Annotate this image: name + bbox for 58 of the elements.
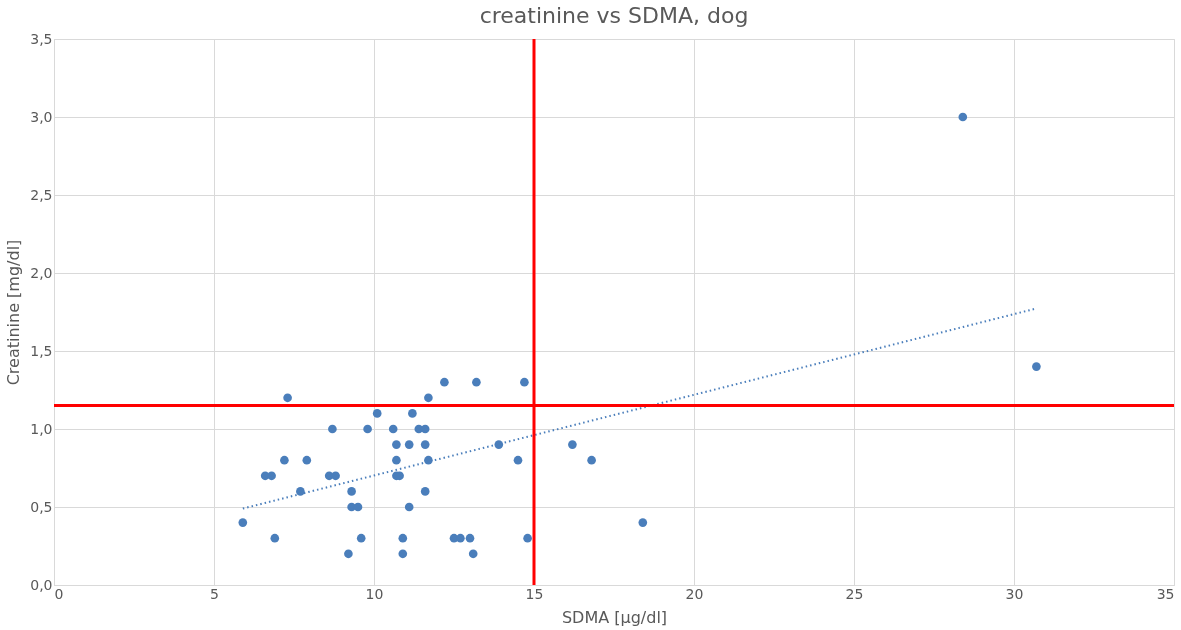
- x-tick-label: 15: [525, 585, 544, 602]
- y-axis-title: Creatinine [mg/dl]: [4, 239, 24, 386]
- y-tick-label: 2,5: [30, 186, 53, 203]
- point: [392, 455, 401, 465]
- point: [420, 487, 430, 496]
- point: [356, 533, 366, 543]
- point: [424, 393, 433, 403]
- point: [267, 471, 276, 481]
- point: [280, 455, 289, 465]
- x-tick-label: 5: [210, 585, 219, 602]
- point: [392, 440, 401, 449]
- point: [440, 377, 449, 387]
- point: [347, 487, 356, 496]
- point: [494, 440, 504, 449]
- point: [408, 409, 417, 418]
- x-tick-label: 25: [845, 585, 864, 602]
- y-tick-label: 3,5: [30, 30, 53, 47]
- y-tick-label: 0,5: [30, 498, 53, 515]
- point: [456, 533, 465, 543]
- point: [328, 424, 337, 434]
- point: [344, 549, 353, 559]
- y-tick-label: 1,5: [30, 342, 53, 359]
- point: [363, 424, 372, 434]
- point: [296, 487, 305, 496]
- point: [638, 518, 648, 527]
- point: [420, 440, 430, 449]
- point: [302, 455, 312, 465]
- point: [568, 440, 577, 449]
- y-tick-label: 2,0: [30, 264, 53, 281]
- point: [520, 377, 529, 387]
- point: [404, 502, 414, 512]
- point: [270, 533, 280, 543]
- y-tick-label: 1,0: [30, 420, 53, 437]
- point: [398, 549, 408, 559]
- x-tick-label: 20: [685, 585, 704, 602]
- x-tick-label: 10: [365, 585, 384, 602]
- point: [587, 455, 596, 465]
- point: [468, 549, 478, 559]
- point: [465, 533, 475, 543]
- point: [238, 518, 248, 527]
- point: [283, 393, 292, 403]
- point: [388, 424, 398, 434]
- x-tick-label: 30: [1005, 585, 1024, 602]
- point: [404, 440, 414, 449]
- y-tick-label: 0,0: [30, 576, 53, 593]
- x-tick-label: 35: [1156, 585, 1175, 602]
- point: [1032, 362, 1041, 371]
- point: [331, 471, 340, 481]
- point: [523, 533, 532, 543]
- point: [472, 377, 481, 387]
- point: [372, 409, 382, 418]
- y-tick-label: 3,0: [30, 108, 53, 125]
- x-axis-title: SDMA [µg/dl]: [561, 607, 668, 627]
- x-tick-label: 0: [54, 585, 64, 602]
- point: [958, 112, 968, 122]
- point: [398, 533, 408, 543]
- point: [513, 455, 523, 465]
- chart-title: creatinine vs SDMA, dog: [479, 3, 749, 28]
